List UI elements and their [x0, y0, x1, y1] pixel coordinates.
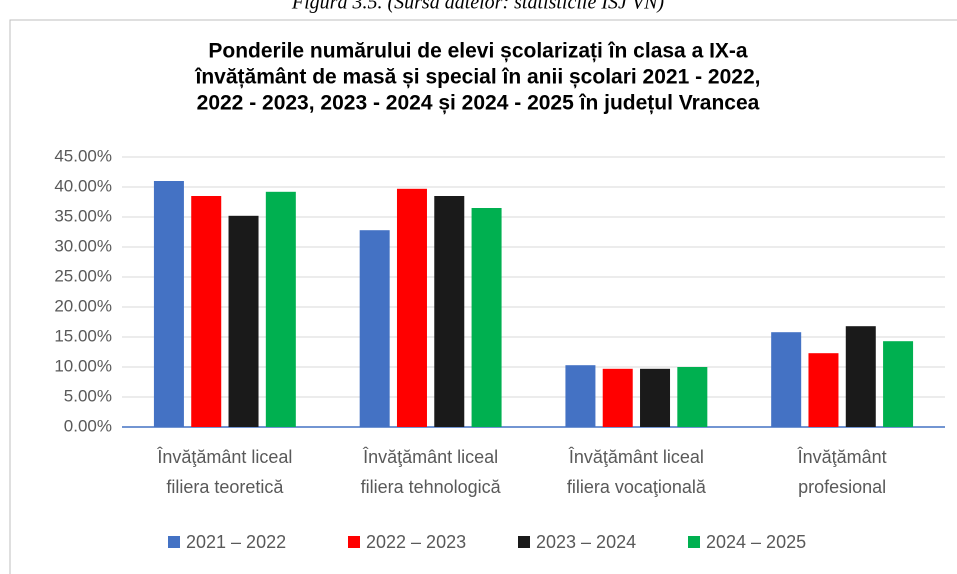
legend-swatch: [518, 536, 530, 548]
chart-title: învățământ de masă și special în anii șc…: [195, 66, 761, 89]
bar: [153, 181, 184, 427]
bar: [265, 191, 296, 427]
legend-swatch: [688, 536, 700, 548]
y-tick-label: 25.00%: [54, 266, 112, 285]
x-tick-label: filiera vocaţională: [567, 477, 707, 497]
bar: [640, 368, 671, 427]
legend-label: 2022 – 2023: [366, 532, 466, 552]
bar: [471, 208, 502, 427]
legend-swatch: [168, 536, 180, 548]
y-tick-label: 15.00%: [54, 326, 112, 345]
caption: Figura 3.5. (Sursa datelor: statisticile…: [291, 0, 665, 14]
x-tick-label: profesional: [798, 477, 886, 497]
bar: [883, 341, 914, 427]
y-tick-label: 35.00%: [54, 206, 112, 225]
y-tick-label: 0.00%: [64, 416, 112, 435]
x-tick-label: Învăţământ liceal: [568, 447, 704, 467]
legend-label: 2023 – 2024: [536, 532, 636, 552]
bar: [771, 332, 802, 427]
chart-title: 2022 - 2023, 2023 - 2024 și 2024 - 2025 …: [197, 92, 760, 115]
chart-frame: [9, 19, 957, 574]
bar: [191, 196, 222, 427]
bar: [434, 196, 465, 427]
chart-title: Ponderile numărului de elevi școlarizați…: [208, 40, 748, 63]
bar: [677, 367, 708, 427]
legend-swatch: [348, 536, 360, 548]
bar: [808, 353, 839, 427]
x-tick-label: filiera tehnologică: [361, 477, 502, 497]
x-tick-label: Învăţământ: [797, 447, 887, 467]
y-tick-label: 45.00%: [54, 146, 112, 165]
bar: [602, 368, 633, 427]
y-tick-label: 30.00%: [54, 236, 112, 255]
legend-label: 2024 – 2025: [706, 532, 806, 552]
bar: [396, 188, 427, 427]
bar: [565, 365, 596, 427]
bar: [228, 215, 259, 427]
legend-label: 2021 – 2022: [186, 532, 286, 552]
bar: [845, 326, 876, 427]
y-tick-label: 40.00%: [54, 176, 112, 195]
bar: [359, 230, 390, 427]
y-tick-label: 10.00%: [54, 356, 112, 375]
x-tick-label: filiera teoretică: [166, 477, 284, 497]
x-tick-label: Învăţământ liceal: [156, 447, 292, 467]
y-tick-label: 20.00%: [54, 296, 112, 315]
y-tick-label: 5.00%: [64, 386, 112, 405]
x-tick-label: Învăţământ liceal: [362, 447, 498, 467]
